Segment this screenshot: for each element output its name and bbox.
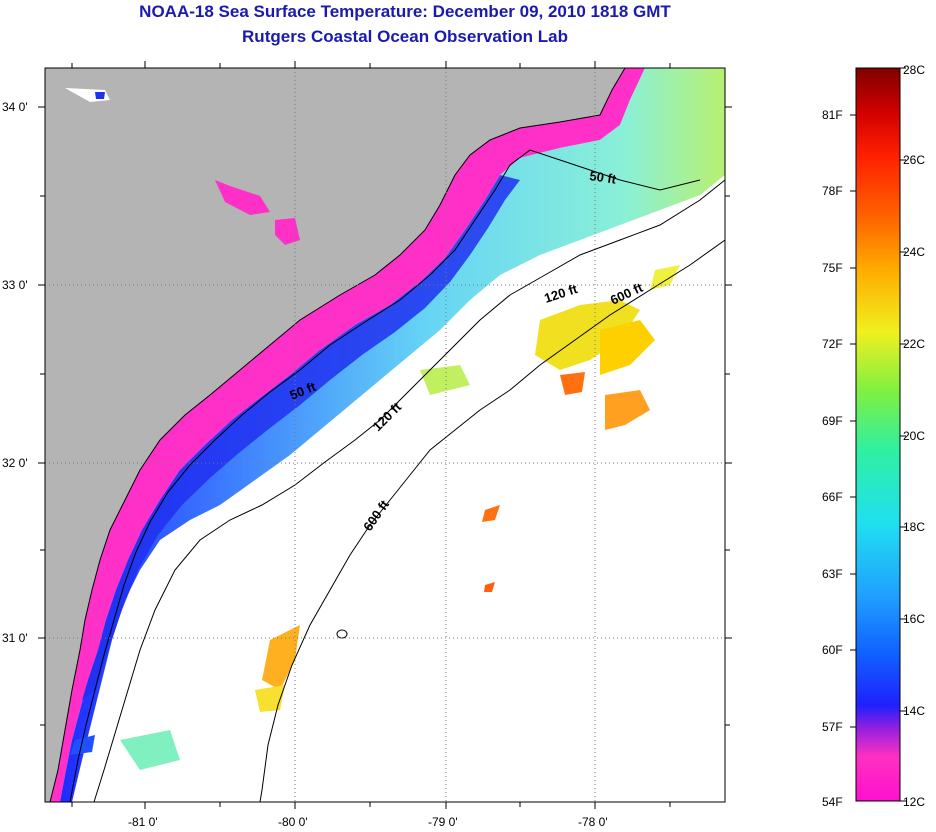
colorbar-f-label: 72F xyxy=(822,337,843,351)
map-title: NOAA-18 Sea Surface Temperature: Decembe… xyxy=(139,2,671,21)
colorbar-c-label: 18C xyxy=(903,520,925,534)
colorbar xyxy=(855,67,901,802)
lon-label: -80 0' xyxy=(278,815,308,829)
contour-label: 50 ft xyxy=(589,168,618,187)
colorbar-c-label: 24C xyxy=(903,245,925,259)
map-subtitle: Rutgers Coastal Ocean Observation Lab xyxy=(242,27,568,46)
colorbar-c-label: 20C xyxy=(903,429,925,443)
colorbar-f-label: 78F xyxy=(822,184,843,198)
colorbar-c-label: 12C xyxy=(903,795,925,809)
lon-label: -81 0' xyxy=(128,815,158,829)
colorbar-f-label: 57F xyxy=(822,720,843,734)
colorbar-c-label: 22C xyxy=(903,337,925,351)
colorbar-f-label: 63F xyxy=(822,567,843,581)
land-mass xyxy=(45,68,625,802)
contour-120ft xyxy=(93,179,725,802)
contour-50ft xyxy=(69,149,701,802)
contour-600ft xyxy=(259,239,725,802)
colorbar-f-label: 81F xyxy=(822,108,843,122)
colorbar-f-label: 66F xyxy=(822,490,843,504)
colorbar-c-label: 28C xyxy=(903,63,925,77)
coastal-warm-band xyxy=(50,68,645,802)
lon-label: -78 0' xyxy=(578,815,608,829)
map-frame xyxy=(44,67,726,803)
lat-label: 32 0' xyxy=(2,456,28,470)
colorbar-f-label: 69F xyxy=(822,414,843,428)
shelf-water xyxy=(60,68,725,802)
colorbar-f-label: 60F xyxy=(822,643,843,657)
coastline xyxy=(49,68,626,802)
lat-label: 34 0' xyxy=(2,100,28,114)
colorbar-c-label: 14C xyxy=(903,704,925,718)
grid xyxy=(45,68,725,802)
colorbar-f-label: 75F xyxy=(822,261,843,275)
colorbar-c-label: 26C xyxy=(903,153,925,167)
lon-label: -79 0' xyxy=(428,815,458,829)
colorbar-c-label: 16C xyxy=(903,612,925,626)
colorbar-f-label: 54F xyxy=(822,795,843,809)
lat-label: 31 0' xyxy=(2,631,28,645)
lat-label: 33 0' xyxy=(2,278,28,292)
warm-patches xyxy=(70,265,680,770)
